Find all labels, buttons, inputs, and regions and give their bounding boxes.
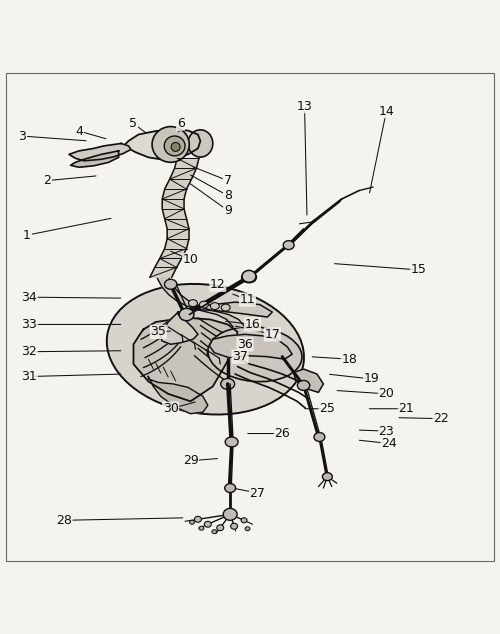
Text: 18: 18 (341, 353, 357, 366)
Ellipse shape (204, 521, 212, 527)
Polygon shape (210, 334, 292, 359)
Text: 6: 6 (176, 117, 184, 130)
Text: 23: 23 (378, 425, 394, 437)
Ellipse shape (241, 518, 247, 523)
Ellipse shape (152, 127, 190, 162)
Ellipse shape (242, 272, 256, 283)
Text: 33: 33 (22, 318, 37, 331)
Text: 30: 30 (162, 402, 178, 415)
Text: 14: 14 (378, 105, 394, 118)
Text: 16: 16 (244, 318, 260, 331)
Text: 5: 5 (130, 117, 138, 130)
Text: 20: 20 (378, 387, 394, 400)
Ellipse shape (171, 143, 180, 152)
Ellipse shape (298, 380, 310, 391)
Text: 28: 28 (56, 514, 72, 527)
Text: 1: 1 (23, 229, 31, 242)
Ellipse shape (220, 378, 234, 389)
Text: 19: 19 (364, 373, 380, 385)
Ellipse shape (245, 527, 250, 531)
Ellipse shape (225, 437, 238, 447)
Text: 7: 7 (224, 174, 232, 187)
Polygon shape (148, 377, 208, 414)
Polygon shape (161, 312, 198, 344)
Text: 17: 17 (264, 328, 280, 341)
Text: 11: 11 (240, 293, 256, 306)
Text: 8: 8 (224, 189, 232, 202)
Text: 27: 27 (250, 486, 266, 500)
Ellipse shape (217, 525, 224, 531)
Text: 4: 4 (75, 124, 83, 138)
Ellipse shape (208, 327, 302, 382)
Ellipse shape (221, 304, 230, 311)
Ellipse shape (200, 301, 208, 308)
Ellipse shape (314, 432, 325, 441)
Text: 24: 24 (381, 437, 396, 450)
Ellipse shape (230, 523, 237, 529)
Polygon shape (70, 151, 118, 167)
Ellipse shape (107, 284, 304, 415)
Ellipse shape (188, 130, 213, 157)
Text: 35: 35 (150, 325, 166, 339)
Ellipse shape (164, 136, 185, 156)
Ellipse shape (210, 302, 220, 309)
Text: 21: 21 (398, 402, 414, 415)
Ellipse shape (194, 516, 202, 522)
Text: 15: 15 (410, 263, 426, 276)
Ellipse shape (242, 270, 256, 282)
Text: 37: 37 (232, 350, 248, 363)
Polygon shape (69, 143, 131, 161)
Text: 26: 26 (274, 427, 290, 440)
Text: 2: 2 (43, 174, 51, 187)
Ellipse shape (164, 280, 177, 289)
Polygon shape (121, 129, 200, 159)
Text: 3: 3 (18, 129, 26, 143)
Text: 13: 13 (296, 100, 312, 113)
Text: 36: 36 (237, 338, 253, 351)
Ellipse shape (283, 241, 294, 250)
Ellipse shape (224, 484, 235, 493)
Ellipse shape (190, 521, 194, 524)
Polygon shape (150, 158, 199, 277)
Text: 9: 9 (224, 204, 232, 217)
Text: 32: 32 (22, 345, 37, 358)
Text: 22: 22 (433, 412, 449, 425)
Text: 25: 25 (319, 402, 335, 415)
Ellipse shape (188, 300, 198, 307)
Ellipse shape (223, 508, 237, 521)
Polygon shape (294, 369, 324, 392)
Ellipse shape (322, 473, 332, 481)
Ellipse shape (199, 526, 204, 530)
Text: 12: 12 (210, 278, 226, 291)
Polygon shape (158, 278, 245, 327)
Text: 10: 10 (182, 254, 198, 266)
Ellipse shape (179, 308, 194, 321)
Polygon shape (134, 318, 238, 401)
Text: 34: 34 (22, 290, 37, 304)
Text: 31: 31 (22, 370, 37, 383)
Ellipse shape (212, 530, 217, 534)
Polygon shape (183, 302, 272, 317)
Text: 29: 29 (182, 455, 198, 467)
